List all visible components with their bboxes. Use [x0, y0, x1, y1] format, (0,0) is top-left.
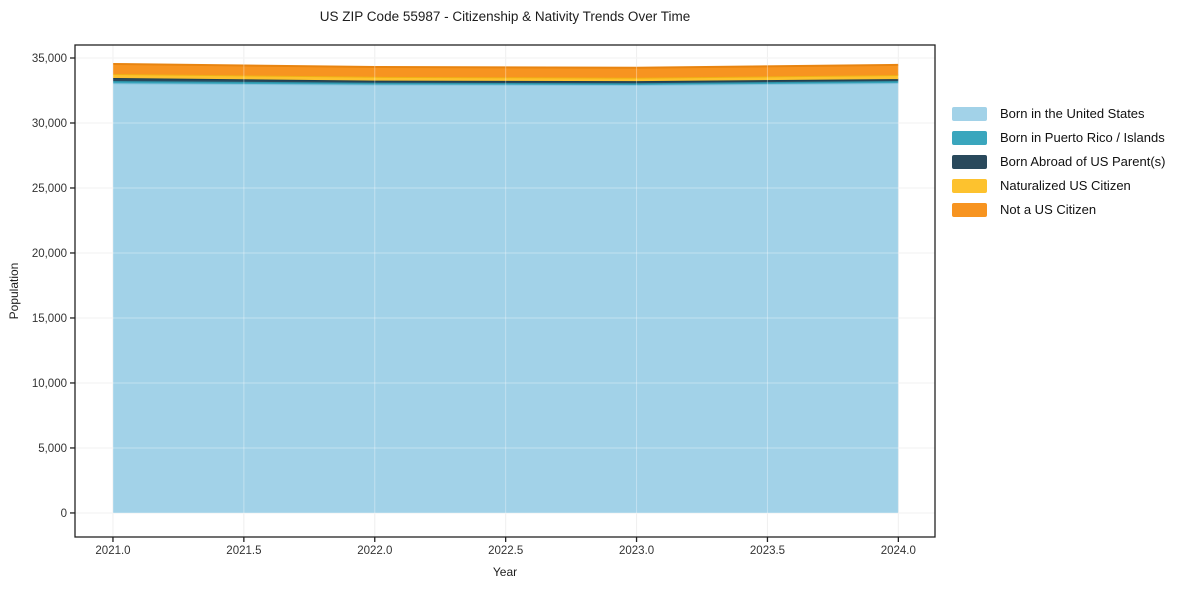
x-tick-label: 2024.0 [881, 545, 916, 557]
y-tick-label: 0 [61, 508, 67, 520]
y-tick-label: 15,000 [32, 313, 67, 325]
legend-label: Born Abroad of US Parent(s) [1000, 154, 1166, 169]
legend-item-born-in-the-united-states[interactable]: Born in the United States [952, 106, 1165, 121]
gridlines-overlay [75, 45, 935, 537]
x-axis: 2021.0 2021.5 2022.0 2022.5 2023.0 2023.5 2024… [95, 537, 916, 557]
line-not-a-us-citizen [112, 63, 899, 69]
x-tick-label: 2021.0 [95, 545, 130, 557]
chart-title: US ZIP Code 55987 - Citizenship & Nativi… [319, 9, 691, 24]
legend-label: Born in the United States [1000, 106, 1145, 121]
area-born-abroad-of-us-parent-s [113, 78, 899, 84]
y-tick-label: 10,000 [32, 378, 67, 390]
y-tick-label: 35,000 [32, 53, 67, 65]
y-tick-label: 20,000 [32, 248, 67, 260]
y-tick-label: 30,000 [32, 118, 67, 130]
legend-item-born-in-puerto-rico-islands[interactable]: Born in Puerto Rico / Islands [952, 130, 1165, 145]
legend-swatch-icon [952, 106, 987, 121]
x-tick-label: 2021.5 [226, 545, 261, 557]
area-born-in-the-united-states [113, 83, 899, 513]
legend-label: Born in Puerto Rico / Islands [1000, 130, 1165, 145]
legend-swatch-icon [952, 178, 987, 193]
x-axis-title: Year [492, 565, 518, 579]
legend-label: Naturalized US Citizen [1000, 178, 1131, 193]
legend-item-naturalized-us-citizen[interactable]: Naturalized US Citizen [952, 178, 1165, 193]
legend-swatch-icon [952, 202, 987, 217]
y-tick-label: 5,000 [38, 443, 67, 455]
x-tick-label: 2023.5 [750, 545, 785, 557]
x-tick-label: 2022.5 [488, 545, 523, 557]
legend: Born in the United States Born in Puerto … [952, 106, 1165, 217]
legend-item-not-a-us-citizen[interactable]: Not a US Citizen [952, 202, 1165, 217]
legend-label: Not a US Citizen [1000, 202, 1097, 217]
plot-border [74, 44, 936, 538]
x-tick-label: 2022.0 [357, 545, 392, 557]
y-axis: 0 5,000 10,000 15,000 20,000 25,000 30,000 35,0… [32, 53, 75, 520]
x-tick-label: 2023.0 [619, 545, 654, 557]
legend-swatch-icon [952, 130, 987, 145]
y-tick-label: 25,000 [32, 183, 67, 195]
legend-swatch-icon [952, 154, 987, 169]
legend-item-born-abroad-of-us-parent-s[interactable]: Born Abroad of US Parent(s) [952, 154, 1165, 169]
